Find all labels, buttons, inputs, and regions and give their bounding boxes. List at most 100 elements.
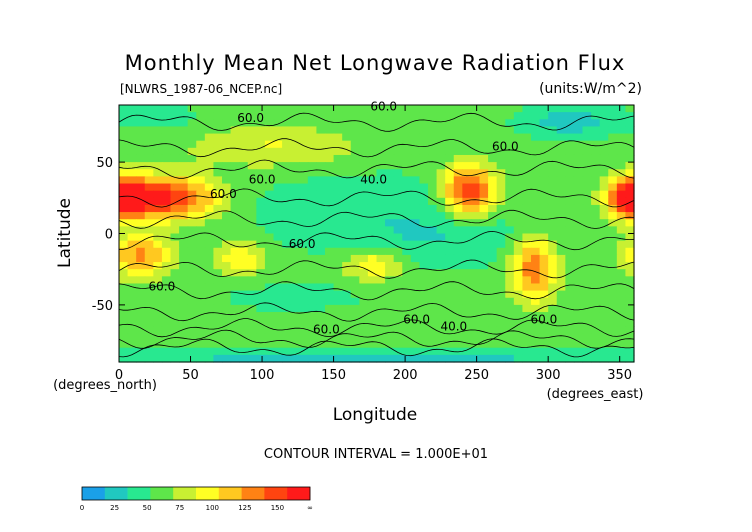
heatmap-cell: [470, 254, 481, 263]
heatmap-cell: [470, 304, 481, 313]
heatmap-cell: [367, 276, 378, 285]
heatmap-cell: [161, 204, 172, 213]
heatmap-cell: [462, 304, 472, 313]
contour-line: [118, 259, 635, 279]
heatmap-cell: [247, 354, 257, 363]
heatmap-cell: [625, 219, 635, 227]
heatmap-cell: [282, 126, 292, 135]
heatmap-cell: [119, 283, 129, 292]
heatmap-cell: [316, 133, 326, 142]
heatmap-cell: [385, 340, 395, 349]
heatmap-cell: [230, 197, 240, 206]
heatmap-cell: [513, 304, 524, 313]
contour-label: 60.0: [492, 140, 519, 154]
heatmap-cell: [445, 340, 455, 349]
heatmap-cell: [325, 147, 335, 156]
heatmap-cell: [436, 204, 446, 213]
heatmap-cell: [153, 347, 163, 356]
heatmap-cell: [496, 162, 506, 170]
heatmap-cell: [153, 105, 163, 113]
heatmap-cell: [488, 333, 498, 342]
heatmap-cell: [419, 290, 429, 299]
heatmap-cell: [496, 247, 506, 256]
heatmap-cell: [453, 269, 463, 277]
heatmap-cell: [144, 112, 154, 120]
heatmap-cell: [290, 326, 300, 335]
heatmap-cell: [127, 190, 137, 199]
heatmap-cell: [333, 105, 343, 113]
heatmap-cell: [393, 219, 403, 227]
heatmap-cell: [548, 169, 558, 177]
heatmap-cell: [479, 204, 489, 213]
heatmap-cell: [213, 254, 223, 263]
heatmap-cell: [548, 219, 558, 227]
heatmap-cell: [204, 140, 215, 149]
heatmap-cell: [470, 276, 481, 285]
heatmap-cell: [625, 126, 635, 135]
heatmap-cell: [359, 183, 369, 192]
heatmap-cell: [144, 204, 154, 213]
heatmap-cell: [428, 219, 438, 227]
heatmap-cell: [187, 290, 197, 299]
heatmap-cell: [505, 254, 515, 263]
heatmap-cell: [239, 190, 249, 199]
heatmap-cell: [436, 290, 446, 299]
heatmap-cell: [419, 183, 429, 192]
heatmap-cell: [565, 347, 575, 356]
heatmap-cell: [204, 254, 215, 263]
heatmap-cell: [213, 112, 223, 120]
heatmap-cell: [367, 197, 378, 206]
heatmap-cell: [496, 176, 506, 185]
heatmap-cell: [153, 283, 163, 292]
heatmap-cell: [204, 304, 215, 313]
heatmap-cell: [247, 304, 257, 313]
heatmap-cell: [616, 276, 627, 285]
heatmap-cell: [505, 112, 515, 120]
heatmap-cell: [342, 219, 352, 227]
heatmap-cell: [531, 154, 541, 163]
heatmap-cell: [359, 240, 369, 249]
heatmap-cell: [247, 183, 257, 192]
heatmap-cell: [505, 212, 515, 220]
heatmap-cell: [161, 333, 172, 342]
heatmap-cell: [385, 304, 395, 313]
colorbar-tick-label: 50: [143, 504, 152, 512]
heatmap-cell: [367, 312, 378, 320]
heatmap-cell: [127, 133, 137, 142]
heatmap-cell: [410, 340, 421, 349]
heatmap-cell: [513, 240, 524, 249]
heatmap-cell: [170, 312, 180, 320]
heatmap-cell: [350, 105, 360, 113]
heatmap-cell: [462, 312, 472, 320]
heatmap-cell: [256, 326, 266, 335]
heatmap-cell: [325, 283, 335, 292]
heatmap-cell: [127, 183, 137, 192]
x-tick-label: 250: [464, 368, 489, 383]
heatmap-cell: [565, 326, 575, 335]
heatmap-cell: [496, 262, 506, 270]
heatmap-cell: [161, 283, 172, 292]
heatmap-cell: [591, 297, 601, 306]
heatmap-cell: [367, 183, 378, 192]
heatmap-cell: [316, 183, 326, 192]
heatmap-cell: [307, 340, 318, 349]
heatmap-cell: [213, 283, 223, 292]
heatmap-cell: [359, 190, 369, 199]
heatmap-cell: [505, 226, 515, 235]
heatmap-cell: [247, 262, 257, 270]
heatmap-cell: [453, 154, 463, 163]
heatmap-cell: [522, 176, 532, 185]
heatmap-cell: [196, 147, 206, 156]
heatmap-cell: [385, 347, 395, 356]
heatmap-cell: [522, 133, 532, 142]
heatmap-cell: [204, 147, 215, 156]
heatmap-cell: [479, 269, 489, 277]
heatmap-cell: [213, 105, 223, 113]
heatmap-cell: [264, 233, 275, 242]
heatmap-cell: [316, 112, 326, 120]
heatmap-cell: [213, 212, 223, 220]
heatmap-cell: [410, 133, 421, 142]
heatmap-cell: [453, 326, 463, 335]
heatmap-cell: [325, 169, 335, 177]
heatmap-cell: [625, 147, 635, 156]
